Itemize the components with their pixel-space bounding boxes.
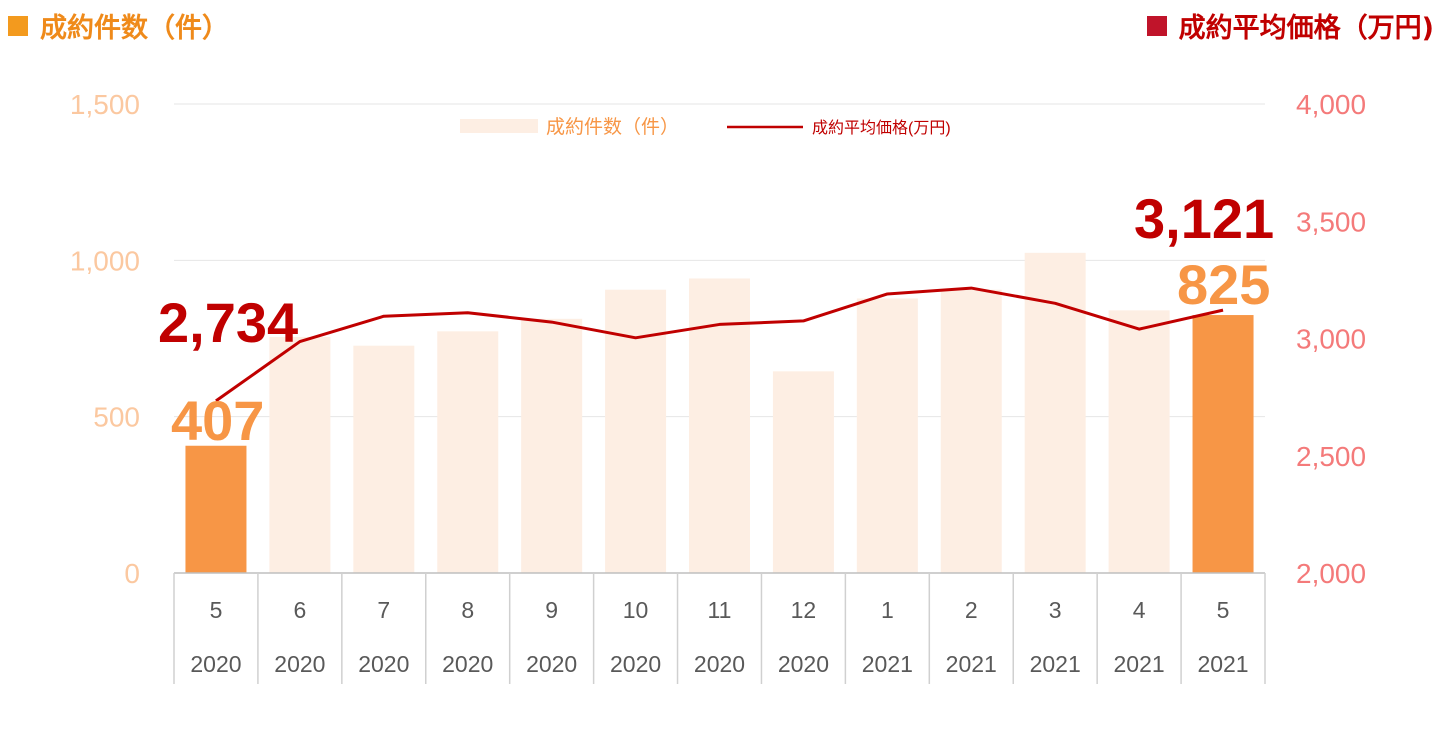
month-label-8: 1 (881, 597, 894, 623)
bar-7 (772, 371, 834, 573)
legend: 成約件数（件） 成約平均価格(万円) (460, 116, 951, 138)
month-label-0: 5 (210, 597, 223, 623)
year-label-6: 2020 (694, 651, 745, 677)
right-tick-label-2: 3,000 (1296, 324, 1366, 355)
left-tick-label-1: 500 (93, 402, 140, 433)
month-label-9: 2 (965, 597, 978, 623)
right-tick-label-0: 2,000 (1296, 558, 1366, 589)
annotation-end-price: 3,121 (1134, 187, 1274, 250)
annotation-start-price: 2,734 (158, 291, 298, 354)
legend-line-label: 成約平均価格(万円) (812, 119, 951, 137)
left-axis-title-text: 成約件数（件） (40, 13, 229, 44)
month-label-5: 10 (623, 597, 649, 623)
month-label-3: 8 (461, 597, 474, 623)
annotation-end-count: 825 (1177, 253, 1270, 316)
bar-11 (1108, 310, 1170, 573)
bar-9 (940, 289, 1002, 573)
right-axis-title: 成約平均価格（万円) (1146, 6, 1434, 45)
left-tick-label-2: 1,000 (70, 245, 140, 276)
axes: 0 500 1,000 1,500 2,000 2,500 3,000 3,500 4,000 (70, 89, 1366, 589)
line-series (215, 286, 1224, 403)
year-label-10: 2021 (1030, 651, 1081, 677)
month-label-11: 4 (1133, 597, 1146, 623)
bar-10 (1024, 252, 1086, 573)
left-axis-title: 成約件数（件） (8, 6, 229, 45)
right-axis-title-text: 成約平均価格（万円) (1178, 13, 1434, 44)
month-label-6: 11 (708, 597, 732, 623)
bar-12 (1192, 315, 1254, 573)
month-label-1: 6 (293, 597, 306, 623)
year-label-4: 2020 (526, 651, 577, 677)
bar-0 (185, 445, 247, 573)
annotation-start-count: 407 (171, 389, 264, 452)
right-legend-square (1146, 15, 1167, 36)
bar-3 (437, 331, 499, 573)
right-tick-label-3: 3,500 (1296, 206, 1366, 237)
month-label-10: 3 (1049, 597, 1062, 623)
year-label-8: 2021 (862, 651, 913, 677)
year-label-3: 2020 (442, 651, 493, 677)
price-line (215, 286, 1224, 403)
year-label-11: 2021 (1114, 651, 1165, 677)
bar-8 (856, 298, 918, 573)
year-label-0: 2020 (190, 651, 241, 677)
month-label-2: 7 (377, 597, 390, 623)
bar-series (185, 252, 1254, 573)
bar-1 (269, 336, 331, 573)
left-tick-label-0: 0 (124, 558, 140, 589)
year-label-1: 2020 (274, 651, 325, 677)
year-label-2: 2020 (358, 651, 409, 677)
bar-4 (521, 318, 583, 573)
right-tick-label-4: 4,000 (1296, 89, 1366, 120)
bar-5 (605, 289, 667, 573)
year-label-7: 2020 (778, 651, 829, 677)
right-tick-label-1: 2,500 (1296, 441, 1366, 472)
month-label-7: 12 (791, 597, 817, 623)
year-label-5: 2020 (610, 651, 661, 677)
month-label-4: 9 (545, 597, 558, 623)
left-tick-label-3: 1,500 (70, 89, 140, 120)
legend-bar-label: 成約件数（件） (546, 116, 679, 138)
category-axis: 5202062020720208202092020102020112020122… (173, 572, 1266, 684)
month-label-12: 5 (1217, 597, 1230, 623)
data-annotations: 2,734 407 3,121 825 (158, 187, 1274, 452)
legend-bar-swatch (460, 119, 538, 133)
year-label-12: 2021 (1197, 651, 1248, 677)
left-legend-square (8, 15, 28, 36)
year-label-9: 2021 (946, 651, 997, 677)
bar-2 (353, 345, 415, 573)
